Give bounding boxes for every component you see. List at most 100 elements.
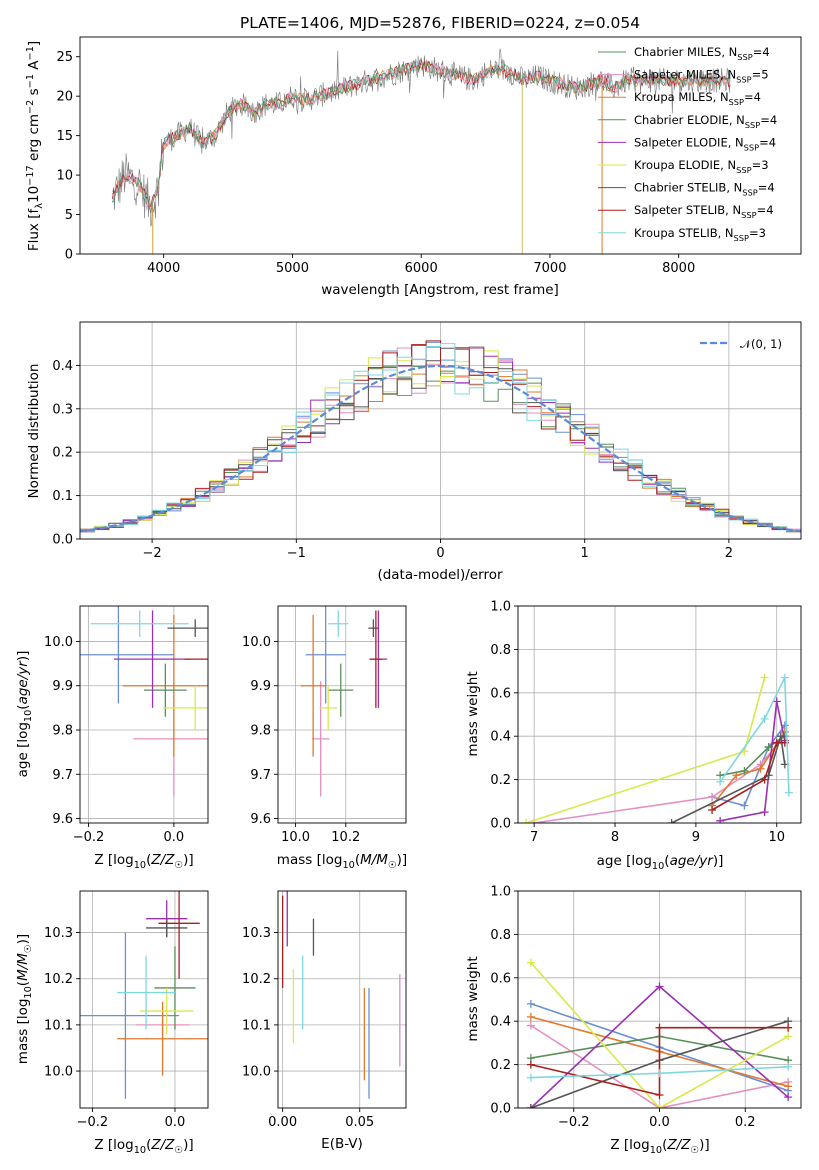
x-tick-label: 2 <box>725 546 733 561</box>
residual-histogram <box>80 340 801 533</box>
weight-marker <box>784 1062 793 1071</box>
axes-frame <box>277 605 407 824</box>
y-tick-label: 1.0 <box>490 600 511 615</box>
chart-mass_weight_vs_age: 7 8 9 10 0.0 0.2 0.4 0.6 0.8 1.0 <box>490 600 802 845</box>
residual-histogram <box>80 343 801 532</box>
y-tick-label: 0.4 <box>490 1015 511 1030</box>
y-axis-label: age [log10(age/yr)] <box>15 651 34 778</box>
weight-marker <box>526 1021 535 1030</box>
chart-mass_vs_Z: −0.2 0.0 10.0 10.1 10.2 10.3 <box>44 890 209 1130</box>
weight-marker <box>526 1073 535 1082</box>
x-axis-label: age [log10(age/yr)] <box>597 853 724 872</box>
y-tick-label: 0.2 <box>490 1058 511 1073</box>
chart-residuals: −2 −1 0 1 2 0.0 0.1 0.2 0.3 0.4 <box>52 321 802 561</box>
x-tick-label: 8 <box>611 830 619 845</box>
weight-marker <box>784 1032 793 1041</box>
y-tick-label: 10.0 <box>242 1065 271 1080</box>
x-tick-label: 8000 <box>662 261 695 276</box>
weight-marker <box>760 775 769 784</box>
x-axis-label: E(B-V) <box>321 1136 363 1152</box>
y-tick-label: 0.4 <box>52 359 73 374</box>
weight-line <box>711 741 785 811</box>
y-tick-label: 9.8 <box>52 724 73 739</box>
weight-line <box>719 677 790 793</box>
legend-label: Kroupa ELODIE, NSSP=3 <box>634 158 769 175</box>
weight-marker <box>522 819 531 823</box>
x-tick-label: 9 <box>692 830 700 845</box>
weight-marker <box>655 982 664 991</box>
legend-label: Salpeter MILES, NSSP=5 <box>634 68 769 85</box>
x-tick-label: −0.2 <box>73 830 105 845</box>
x-tick-label: −0.2 <box>77 1115 109 1130</box>
weight-marker <box>784 1093 793 1102</box>
weight-line <box>719 701 786 822</box>
y-tick-label: 0 <box>65 248 73 263</box>
weight-line <box>530 962 789 1108</box>
weight-marker <box>526 1104 535 1108</box>
x-axis-label: mass [log10(M/M☉)] <box>277 852 407 871</box>
y-tick-label: 15 <box>56 129 73 144</box>
weight-marker <box>655 1090 664 1099</box>
model-spectrum <box>111 60 731 213</box>
y-tick-label: 10.1 <box>242 1018 271 1033</box>
x-tick-label: 10.2 <box>331 830 360 845</box>
weight-marker <box>708 805 717 814</box>
x-axis-label: Z [log10(Z/Z☉)] <box>94 1137 193 1156</box>
x-tick-label: 0.0 <box>165 1115 186 1130</box>
weight-line <box>671 735 786 823</box>
plot-area <box>111 48 731 254</box>
y-tick-label: 0.0 <box>490 1102 511 1117</box>
weight-marker <box>667 819 676 823</box>
x-tick-label: 7000 <box>533 261 566 276</box>
weight-marker <box>655 1023 664 1032</box>
plot-area <box>526 958 793 1108</box>
weight-marker <box>760 673 769 682</box>
legend-label: Kroupa MILES, NSSP=4 <box>634 90 761 107</box>
y-tick-label: 9.7 <box>52 768 73 783</box>
weight-line <box>530 1024 789 1108</box>
x-axis-label: wavelength [Angstrom, rest frame] <box>321 282 559 298</box>
y-tick-label: 10.0 <box>44 1065 73 1080</box>
y-tick-label: 0.2 <box>490 773 511 788</box>
x-tick-label: 0.00 <box>268 1115 297 1130</box>
axes-frame <box>79 36 802 255</box>
weight-marker <box>526 958 535 967</box>
weight-marker <box>716 777 725 786</box>
y-tick-label: 10 <box>56 169 73 184</box>
plot-area <box>300 606 388 797</box>
weight-line <box>530 1026 789 1097</box>
chart-mass_vs_EBV: 0.00 0.05 10.0 10.1 10.2 10.3 <box>242 890 407 1130</box>
y-tick-label: 10.3 <box>242 926 271 941</box>
plot-area <box>522 673 793 823</box>
legend-label: Chabrier MILES, NSSP=4 <box>634 45 770 62</box>
x-tick-label: 1 <box>581 546 589 561</box>
y-tick-label: 20 <box>56 90 73 105</box>
chart-age_vs_Z: −0.2 0.0 9.6 9.7 9.8 9.9 10.0 <box>44 605 209 845</box>
legend-label: Kroupa STELIB, NSSP=3 <box>634 226 766 243</box>
x-axis-label: (data-model)/error <box>377 567 503 583</box>
y-tick-label: 10.1 <box>44 1018 73 1033</box>
x-axis-label: Z [log10(Z/Z☉)] <box>610 1137 709 1156</box>
y-tick-label: 9.9 <box>250 679 271 694</box>
y-axis-label: mass weight <box>465 956 481 1041</box>
y-tick-label: 1.0 <box>490 885 511 900</box>
x-tick-label: −2 <box>143 546 162 561</box>
y-tick-label: 9.8 <box>250 724 271 739</box>
plot-area <box>80 340 801 533</box>
chart-mass_weight_vs_Z: −0.2 0.0 0.2 0.0 0.2 0.4 0.6 0.8 1.0 <box>490 885 802 1130</box>
axes-frame <box>517 605 802 824</box>
y-tick-label: 0.0 <box>490 817 511 832</box>
x-tick-label: 5000 <box>276 261 309 276</box>
y-tick-label: 25 <box>56 50 73 65</box>
model-spectrum <box>111 59 731 213</box>
y-axis-label: Flux [fλ10−17 erg cm−2 s−1 A−1] <box>25 41 45 251</box>
legend-label: Salpeter STELIB, NSSP=4 <box>634 203 774 220</box>
weight-marker <box>526 1060 535 1069</box>
axes-frame <box>277 890 407 1109</box>
x-tick-label: 0.05 <box>345 1115 374 1130</box>
weight-marker <box>776 732 785 741</box>
weight-marker <box>716 816 725 823</box>
axes-frame <box>517 890 802 1109</box>
y-tick-label: 9.7 <box>250 768 271 783</box>
